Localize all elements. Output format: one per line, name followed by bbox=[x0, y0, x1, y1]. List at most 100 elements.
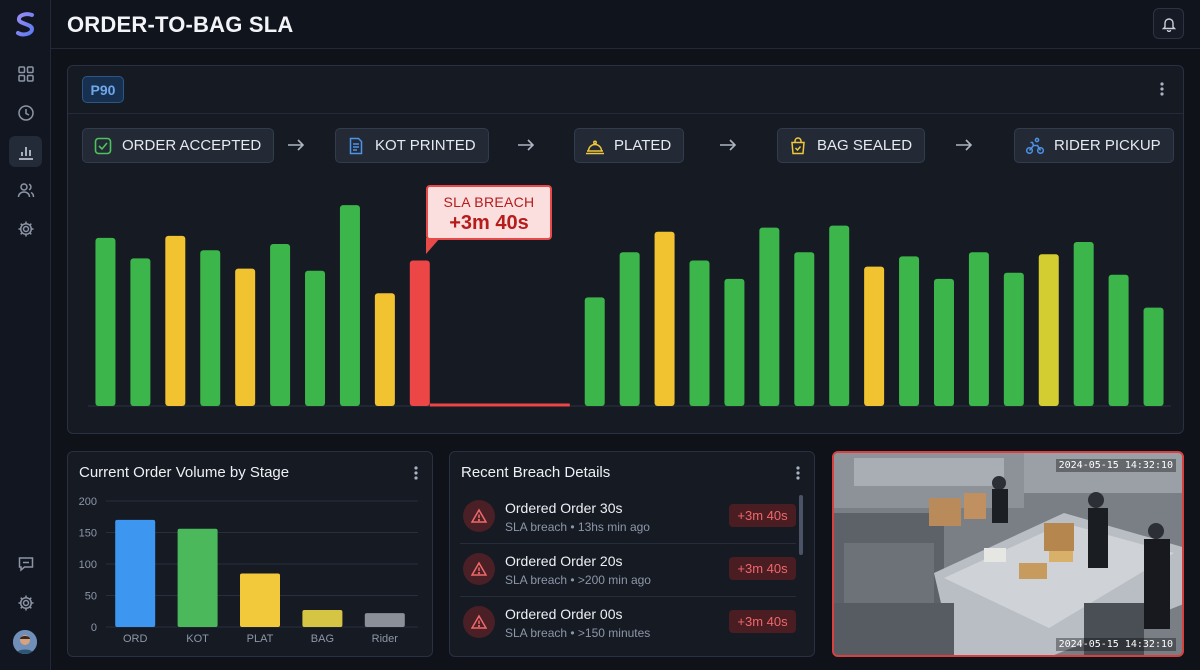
volume-bar[interactable] bbox=[177, 528, 218, 627]
breach-row[interactable]: Ordered Order 20s SLA breach • >200 min … bbox=[460, 545, 796, 597]
volume-bar[interactable] bbox=[115, 519, 156, 627]
recent-breach-panel: Recent Breach Details Ordered Order 30s … bbox=[449, 451, 815, 657]
volume-bar[interactable] bbox=[364, 613, 405, 627]
breach-title: Ordered Order 30s bbox=[505, 500, 623, 516]
sla-bar[interactable] bbox=[794, 252, 815, 406]
nav-history[interactable] bbox=[9, 97, 42, 128]
sla-bar[interactable] bbox=[1003, 272, 1024, 406]
y-tick-label: 0 bbox=[91, 622, 97, 634]
nav-preferences[interactable] bbox=[9, 587, 42, 618]
breach-bar[interactable] bbox=[409, 260, 430, 406]
x-tick-label: ORD bbox=[123, 633, 148, 645]
sla-bar[interactable] bbox=[235, 268, 256, 406]
sla-bar[interactable] bbox=[1073, 242, 1094, 406]
y-tick-label: 100 bbox=[79, 559, 97, 571]
stage-bag-sealed[interactable]: BAG SEALED bbox=[777, 128, 926, 163]
breach-scrollbar[interactable] bbox=[799, 495, 803, 555]
camera-timestamp-top: 2024-05-15 14:32:10 bbox=[1055, 459, 1176, 472]
nav-settings[interactable] bbox=[9, 213, 42, 244]
page-title: ORDER-TO-BAG SLA bbox=[67, 12, 294, 37]
stage-label: KOT PRINTED bbox=[375, 137, 476, 154]
kebab-icon bbox=[414, 466, 418, 480]
sla-bar[interactable] bbox=[933, 278, 954, 406]
sla-bar[interactable] bbox=[968, 252, 989, 406]
sla-breach-tooltip: SLA BREACH +3m 40s bbox=[426, 185, 552, 240]
volume-menu-button[interactable] bbox=[408, 463, 424, 483]
panel-menu-button[interactable] bbox=[1154, 79, 1170, 99]
camera-feed[interactable]: 2024-05-15 14:32:10 2024-05-15 14:32:10 bbox=[832, 451, 1184, 657]
nav-analytics[interactable] bbox=[9, 136, 42, 167]
order-volume-panel: Current Order Volume by Stage 0 50 100 150 2… bbox=[67, 451, 433, 657]
check-square-icon bbox=[93, 136, 113, 156]
arrow-right-icon bbox=[720, 139, 737, 151]
user-avatar-icon bbox=[13, 630, 37, 654]
breach-title: Ordered Order 00s bbox=[505, 606, 623, 622]
sla-bar[interactable] bbox=[165, 235, 186, 406]
stage-label: ORDER ACCEPTED bbox=[122, 137, 262, 154]
volume-bar[interactable] bbox=[240, 573, 280, 627]
stage-label: BAG SEALED bbox=[817, 137, 913, 154]
sla-bar[interactable] bbox=[689, 260, 710, 406]
stage-kot-printed[interactable]: KOT PRINTED bbox=[335, 128, 489, 163]
sla-bar[interactable] bbox=[654, 231, 675, 406]
sla-timeline-panel: P90 ORDER ACCEPTED KOT PRINTED PLATED BA… bbox=[67, 65, 1184, 434]
arrow-right-icon bbox=[288, 139, 305, 151]
sla-bar[interactable] bbox=[270, 244, 291, 406]
panel-divider bbox=[68, 113, 1183, 114]
x-tick-label: PLAT bbox=[247, 633, 274, 645]
breach-badge: +3m 40s bbox=[729, 610, 796, 633]
tooltip-pointer bbox=[426, 238, 440, 254]
stage-rider-pickup[interactable]: RIDER PICKUP bbox=[1014, 128, 1174, 163]
sla-bar[interactable] bbox=[1143, 307, 1164, 406]
breach-badge: +3m 40s bbox=[729, 557, 796, 580]
sla-bar[interactable] bbox=[829, 225, 850, 406]
percentile-badge[interactable]: P90 bbox=[82, 76, 124, 103]
sla-bar[interactable] bbox=[864, 266, 885, 406]
nav-dashboard[interactable] bbox=[9, 58, 42, 89]
sla-bar[interactable] bbox=[200, 250, 221, 406]
breach-row[interactable]: Ordered Order 30s SLA breach • 13hs min … bbox=[460, 492, 796, 544]
sla-bar[interactable] bbox=[130, 258, 151, 406]
sla-bar[interactable] bbox=[374, 293, 395, 406]
breach-menu-button[interactable] bbox=[790, 463, 806, 483]
sidebar bbox=[0, 0, 51, 670]
arrow-right-icon bbox=[956, 139, 973, 151]
sla-bar[interactable] bbox=[339, 205, 360, 406]
sla-bar[interactable] bbox=[899, 256, 920, 406]
sla-bar[interactable] bbox=[95, 237, 116, 406]
alert-triangle-icon bbox=[463, 553, 495, 585]
breach-badge: +3m 40s bbox=[729, 504, 796, 527]
volume-bar[interactable] bbox=[302, 609, 343, 627]
panel-title: Recent Breach Details bbox=[461, 464, 611, 481]
message-icon bbox=[18, 556, 33, 572]
bell-icon bbox=[1161, 17, 1176, 32]
nav-users[interactable] bbox=[9, 174, 42, 205]
breach-title: Ordered Order 20s bbox=[505, 553, 623, 569]
panel-title: Current Order Volume by Stage bbox=[79, 464, 290, 481]
kebab-icon bbox=[1160, 82, 1164, 96]
header: ORDER-TO-BAG SLA bbox=[51, 0, 1200, 49]
notifications-button[interactable] bbox=[1153, 8, 1184, 39]
avatar[interactable] bbox=[13, 630, 37, 654]
alert-triangle-icon bbox=[463, 606, 495, 638]
sla-bar[interactable] bbox=[724, 278, 745, 406]
tooltip-title: SLA BREACH bbox=[443, 194, 535, 210]
kitchen-camera-image bbox=[834, 453, 1182, 655]
breach-row[interactable]: Ordered Order 00s SLA breach • >150 minu… bbox=[460, 598, 796, 650]
stage-order-accepted[interactable]: ORDER ACCEPTED bbox=[82, 128, 275, 163]
sla-bar[interactable] bbox=[759, 227, 780, 406]
sla-bar-chart bbox=[88, 205, 1171, 407]
gear-icon bbox=[18, 595, 33, 610]
sla-bar[interactable] bbox=[619, 252, 640, 406]
stage-label: RIDER PICKUP bbox=[1054, 137, 1161, 154]
sla-bar[interactable] bbox=[584, 297, 605, 406]
nav-feedback[interactable] bbox=[9, 548, 42, 579]
volume-bar-chart: 0 50 100 150 200 ORD KOT PLAT BAG Rider bbox=[79, 496, 418, 645]
sla-bar[interactable] bbox=[1038, 254, 1059, 406]
tooltip-value: +3m 40s bbox=[449, 212, 529, 234]
stage-plated[interactable]: PLATED bbox=[574, 128, 685, 163]
x-tick-label: Rider bbox=[372, 633, 399, 645]
logo-icon[interactable] bbox=[14, 12, 38, 38]
sla-bar[interactable] bbox=[305, 270, 326, 406]
sla-bar[interactable] bbox=[1108, 274, 1129, 406]
